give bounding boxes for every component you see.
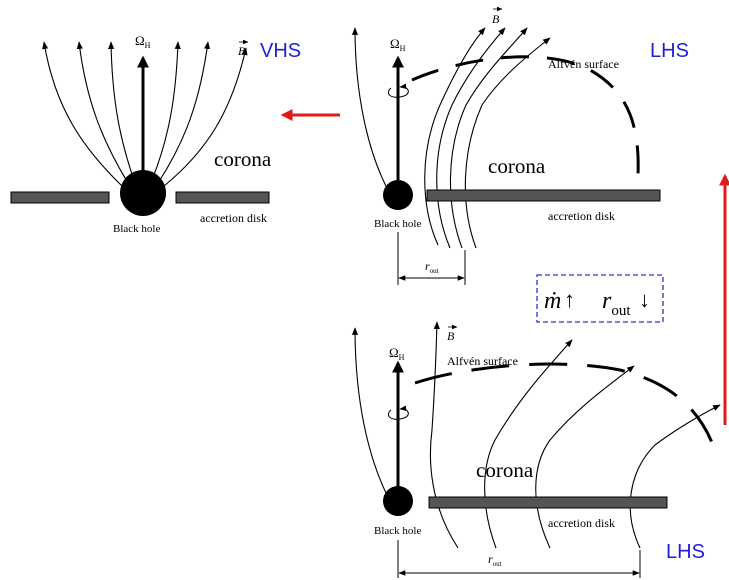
lhs-top-rotation-icon xyxy=(387,83,409,98)
lhs-bottom-disk xyxy=(428,496,668,509)
lhs-bottom-b-field-label: B xyxy=(447,329,455,343)
vhs-omega-label: ΩH xyxy=(135,33,151,50)
vhs-corona-label: corona xyxy=(214,147,272,171)
lhs-top-field-lines xyxy=(351,27,551,249)
lhs-bottom-alfven-surface xyxy=(414,362,715,446)
lhs-top-disk-label: accretion disk xyxy=(548,209,615,223)
condition-rout: rout xyxy=(602,288,631,319)
lhs-top-alfven-label: Alfvén surface xyxy=(548,57,619,71)
lhs-bottom-omega-label: ΩH xyxy=(389,345,405,362)
condition-box: ṁ ↑ rout ↓ xyxy=(536,274,664,323)
condition-box-border xyxy=(536,274,664,323)
condition-up-arrow: ↑ xyxy=(564,287,575,312)
lhs-top-corona-label: corona xyxy=(488,154,546,178)
lhs-bottom-state-label: LHS xyxy=(666,541,705,563)
vhs-disk-right xyxy=(175,191,270,204)
lhs-top-black-hole xyxy=(383,180,413,210)
lhs-bottom-rotation-icon xyxy=(387,405,409,420)
condition-down-arrow: ↓ xyxy=(639,287,650,312)
lhs-top-state-label: LHS xyxy=(650,40,689,62)
vhs-black-hole xyxy=(120,170,166,216)
lhs-bottom-corona-label: corona xyxy=(476,458,534,482)
lhs-bottom-black-hole-label: Black hole xyxy=(374,525,421,537)
vhs-state-label: VHS xyxy=(260,40,301,62)
vhs-disk-label: accretion disk xyxy=(200,211,267,225)
condition-mdot: ṁ xyxy=(544,288,561,314)
vhs-field-lines xyxy=(42,41,248,187)
lhs-bottom-panel: ΩH B Alfvén surface corona Black hole ac… xyxy=(351,321,721,578)
lhs-bottom-rout-label: rout xyxy=(488,552,502,568)
lhs-top-b-field-label: B xyxy=(492,12,500,26)
vhs-b-field-label: B xyxy=(238,44,246,58)
lhs-top-omega-label: ΩH xyxy=(390,36,406,53)
lhs-top-black-hole-label: Black hole xyxy=(374,218,421,230)
lhs-bottom-disk-label: accretion disk xyxy=(548,516,615,530)
vhs-panel: ΩH B VHS corona Black hole accretion dis… xyxy=(10,33,301,235)
lhs-top-panel: ΩH B Alfvén surface LHS corona Black hol… xyxy=(351,6,689,285)
lhs-top-alfven-surface xyxy=(411,55,640,176)
lhs-top-rout-label: rout xyxy=(425,259,439,275)
lhs-bottom-field-lines xyxy=(351,321,721,549)
lhs-top-disk xyxy=(426,189,661,202)
vhs-black-hole-label: Black hole xyxy=(113,223,160,235)
lhs-bottom-alfven-label: Alfvén surface xyxy=(447,354,518,368)
lhs-bottom-black-hole xyxy=(383,486,413,516)
vhs-disk-left xyxy=(10,191,110,204)
